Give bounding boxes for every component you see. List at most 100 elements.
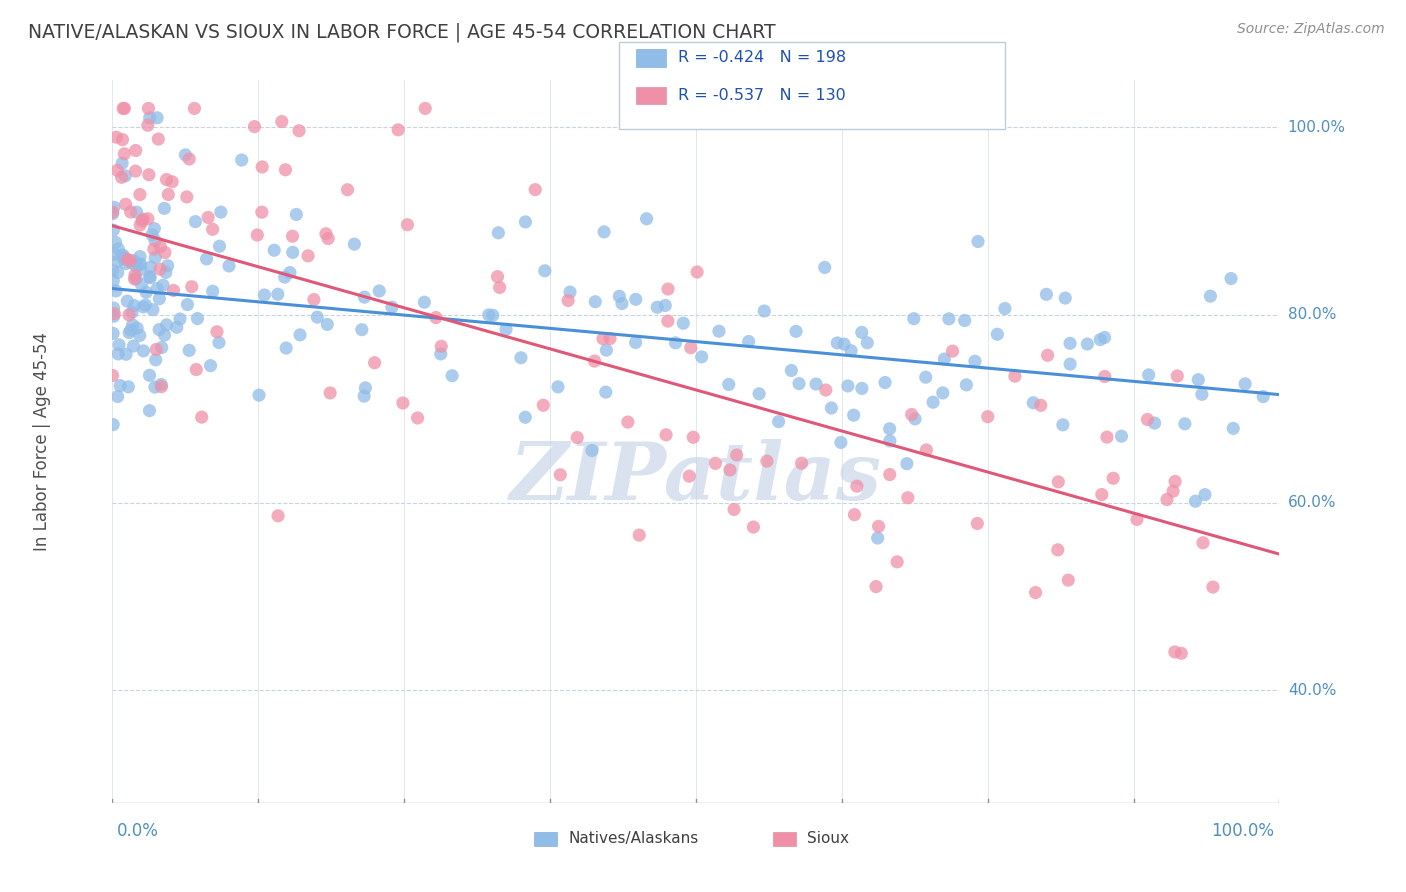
Point bbox=[804, 377, 827, 392]
Point bbox=[1202, 580, 1225, 594]
Point bbox=[672, 316, 695, 330]
Point bbox=[103, 307, 125, 321]
Point bbox=[174, 148, 197, 162]
Point bbox=[142, 242, 165, 256]
Point bbox=[429, 347, 451, 361]
Point bbox=[112, 102, 135, 116]
Point bbox=[197, 211, 219, 225]
Point bbox=[1094, 330, 1116, 344]
Point bbox=[153, 245, 176, 260]
Point bbox=[103, 200, 125, 214]
Point bbox=[297, 249, 319, 263]
Point bbox=[1059, 357, 1081, 371]
Point bbox=[1164, 645, 1187, 659]
Point bbox=[1025, 585, 1047, 599]
Point bbox=[132, 212, 155, 227]
Point bbox=[557, 293, 579, 308]
Point bbox=[288, 327, 311, 342]
Point bbox=[515, 215, 537, 229]
Point bbox=[121, 318, 143, 332]
Point bbox=[1166, 368, 1188, 383]
Point bbox=[288, 124, 311, 138]
Point bbox=[125, 205, 148, 219]
Point bbox=[581, 443, 603, 458]
Point bbox=[124, 272, 146, 286]
Point bbox=[270, 114, 292, 128]
Point bbox=[138, 168, 160, 182]
Point bbox=[263, 244, 285, 258]
Point bbox=[1004, 369, 1026, 384]
Point bbox=[1054, 291, 1077, 305]
Point bbox=[558, 285, 581, 299]
Point bbox=[201, 222, 224, 236]
Point bbox=[157, 187, 180, 202]
Point bbox=[595, 343, 617, 358]
Point bbox=[932, 386, 955, 401]
Point bbox=[101, 417, 124, 432]
Point bbox=[425, 310, 447, 325]
Point bbox=[143, 234, 166, 248]
Text: In Labor Force | Age 45-54: In Labor Force | Age 45-54 bbox=[34, 332, 52, 551]
Point bbox=[547, 380, 569, 394]
Point bbox=[967, 235, 990, 249]
Point bbox=[250, 160, 273, 174]
Point bbox=[107, 347, 129, 361]
Point bbox=[922, 395, 945, 409]
Point bbox=[153, 202, 176, 216]
Point bbox=[353, 290, 375, 304]
Point bbox=[406, 411, 429, 425]
Point bbox=[104, 235, 127, 250]
Point bbox=[583, 354, 606, 368]
Point bbox=[1126, 512, 1149, 526]
Point bbox=[609, 289, 631, 303]
Point bbox=[845, 479, 868, 493]
Point bbox=[155, 265, 177, 279]
Point bbox=[135, 285, 157, 300]
Text: 0.0%: 0.0% bbox=[117, 822, 159, 840]
Point bbox=[718, 463, 741, 477]
Point bbox=[128, 258, 150, 272]
Point bbox=[837, 379, 859, 393]
Point bbox=[307, 310, 329, 324]
Text: Natives/Alaskans: Natives/Alaskans bbox=[568, 831, 699, 847]
Point bbox=[138, 111, 160, 125]
Point bbox=[149, 262, 172, 277]
Point bbox=[121, 305, 143, 319]
Point bbox=[510, 351, 533, 365]
Point bbox=[319, 385, 342, 400]
Point bbox=[515, 410, 537, 425]
Point bbox=[534, 264, 557, 278]
Point bbox=[354, 381, 377, 395]
Point bbox=[105, 163, 128, 178]
Point bbox=[567, 430, 589, 444]
Point bbox=[1076, 337, 1098, 351]
Point bbox=[486, 226, 509, 240]
Point bbox=[1222, 421, 1244, 435]
Point bbox=[645, 300, 668, 314]
Point bbox=[524, 183, 547, 197]
Point bbox=[742, 520, 765, 534]
Point bbox=[832, 337, 855, 351]
Point bbox=[129, 257, 152, 271]
Point bbox=[315, 227, 337, 241]
Point bbox=[186, 311, 208, 326]
Point bbox=[593, 225, 616, 239]
Point bbox=[124, 268, 146, 282]
Point bbox=[896, 457, 918, 471]
Point bbox=[138, 368, 160, 383]
Point bbox=[478, 308, 501, 322]
Point bbox=[180, 279, 202, 293]
Point bbox=[441, 368, 464, 383]
Point bbox=[129, 250, 152, 264]
Point bbox=[200, 359, 222, 373]
Point bbox=[128, 328, 150, 343]
Point bbox=[707, 324, 730, 338]
Point bbox=[136, 118, 159, 132]
Point bbox=[851, 381, 873, 395]
Point bbox=[657, 314, 679, 328]
Point bbox=[1035, 287, 1057, 301]
Point bbox=[363, 356, 385, 370]
Point bbox=[250, 205, 273, 219]
Point bbox=[938, 311, 960, 326]
Point bbox=[148, 323, 170, 337]
